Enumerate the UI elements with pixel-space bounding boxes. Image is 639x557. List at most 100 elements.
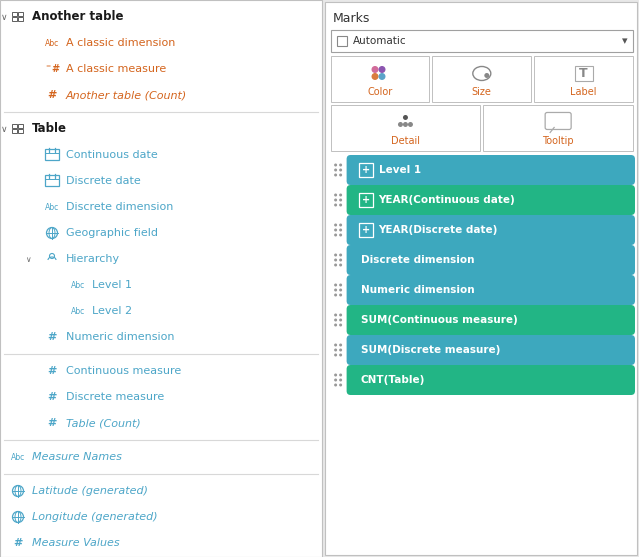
Text: +: + xyxy=(362,165,370,175)
Bar xyxy=(534,56,633,102)
Text: Continuous date: Continuous date xyxy=(66,150,158,160)
Circle shape xyxy=(339,258,342,261)
Bar xyxy=(325,2,637,555)
FancyBboxPatch shape xyxy=(346,245,635,275)
Circle shape xyxy=(334,253,337,257)
Text: Another table: Another table xyxy=(32,11,123,23)
Text: Level 2: Level 2 xyxy=(92,306,132,316)
Circle shape xyxy=(339,284,342,286)
Bar xyxy=(0,0,322,557)
Text: #: # xyxy=(47,392,57,402)
Text: Discrete measure: Discrete measure xyxy=(66,392,164,402)
Circle shape xyxy=(339,263,342,266)
Text: Discrete date: Discrete date xyxy=(66,176,141,186)
Circle shape xyxy=(334,164,337,167)
Circle shape xyxy=(334,284,337,286)
Circle shape xyxy=(334,374,337,377)
Text: Geographic field: Geographic field xyxy=(66,228,158,238)
Bar xyxy=(12,124,17,128)
Circle shape xyxy=(378,66,385,73)
Text: Numeric dimension: Numeric dimension xyxy=(360,285,474,295)
Circle shape xyxy=(339,314,342,316)
Text: +: + xyxy=(362,195,370,205)
Text: #: # xyxy=(47,366,57,376)
Text: Hierarchy: Hierarchy xyxy=(66,254,120,264)
Text: A classic dimension: A classic dimension xyxy=(66,38,175,48)
FancyBboxPatch shape xyxy=(346,275,635,305)
Circle shape xyxy=(339,203,342,207)
Circle shape xyxy=(339,233,342,237)
Bar xyxy=(483,105,633,151)
Text: Level 1: Level 1 xyxy=(379,165,420,175)
Circle shape xyxy=(334,263,337,266)
Text: Table (Count): Table (Count) xyxy=(66,418,141,428)
Text: =: = xyxy=(45,65,50,70)
Text: ∨: ∨ xyxy=(1,12,7,22)
Text: #: # xyxy=(47,332,57,342)
Text: Measure Values: Measure Values xyxy=(32,538,119,548)
Circle shape xyxy=(334,289,337,291)
Circle shape xyxy=(339,289,342,291)
Text: ▾: ▾ xyxy=(622,36,627,46)
Circle shape xyxy=(339,379,342,382)
Text: Color: Color xyxy=(367,87,392,97)
Text: Abc: Abc xyxy=(45,203,59,212)
Circle shape xyxy=(334,228,337,232)
Bar xyxy=(330,30,633,52)
Circle shape xyxy=(339,253,342,257)
Bar xyxy=(12,17,17,21)
Bar xyxy=(12,129,17,133)
Bar xyxy=(358,193,373,207)
Text: Numeric dimension: Numeric dimension xyxy=(66,332,174,342)
Bar xyxy=(45,175,59,186)
Circle shape xyxy=(339,354,342,356)
Circle shape xyxy=(339,164,342,167)
Text: Discrete dimension: Discrete dimension xyxy=(360,255,474,265)
Circle shape xyxy=(339,198,342,202)
FancyBboxPatch shape xyxy=(346,305,635,335)
Circle shape xyxy=(339,193,342,197)
Circle shape xyxy=(339,384,342,387)
Circle shape xyxy=(398,122,403,127)
Circle shape xyxy=(339,294,342,296)
Text: Size: Size xyxy=(472,87,492,97)
Text: Tooltip: Tooltip xyxy=(543,136,574,146)
Circle shape xyxy=(334,203,337,207)
Text: SUM(Continuous measure): SUM(Continuous measure) xyxy=(360,315,518,325)
Circle shape xyxy=(403,115,408,120)
Text: #: # xyxy=(47,418,57,428)
Bar xyxy=(18,17,23,21)
Bar xyxy=(45,149,59,160)
Text: SUM(Discrete measure): SUM(Discrete measure) xyxy=(360,345,500,355)
Text: Another table (Count): Another table (Count) xyxy=(66,90,187,100)
Circle shape xyxy=(334,344,337,346)
Circle shape xyxy=(334,258,337,261)
Text: Measure Names: Measure Names xyxy=(32,452,122,462)
Circle shape xyxy=(334,173,337,177)
Circle shape xyxy=(339,228,342,232)
Circle shape xyxy=(334,169,337,172)
Circle shape xyxy=(334,314,337,316)
Circle shape xyxy=(339,319,342,321)
Bar xyxy=(18,12,23,16)
Text: Level 1: Level 1 xyxy=(92,280,132,290)
FancyBboxPatch shape xyxy=(346,155,635,185)
Circle shape xyxy=(334,384,337,387)
Text: ∨: ∨ xyxy=(1,125,7,134)
Text: Discrete dimension: Discrete dimension xyxy=(66,202,173,212)
Circle shape xyxy=(371,73,378,80)
Text: Automatic: Automatic xyxy=(353,36,406,46)
Circle shape xyxy=(339,173,342,177)
Circle shape xyxy=(334,193,337,197)
Circle shape xyxy=(334,349,337,351)
Bar xyxy=(18,124,23,128)
Circle shape xyxy=(334,223,337,227)
Text: ∨: ∨ xyxy=(25,255,31,263)
Circle shape xyxy=(334,294,337,296)
Circle shape xyxy=(334,354,337,356)
Text: Abc: Abc xyxy=(71,306,85,315)
Circle shape xyxy=(339,344,342,346)
Circle shape xyxy=(403,122,408,127)
Text: Table: Table xyxy=(32,123,67,135)
FancyBboxPatch shape xyxy=(346,335,635,365)
